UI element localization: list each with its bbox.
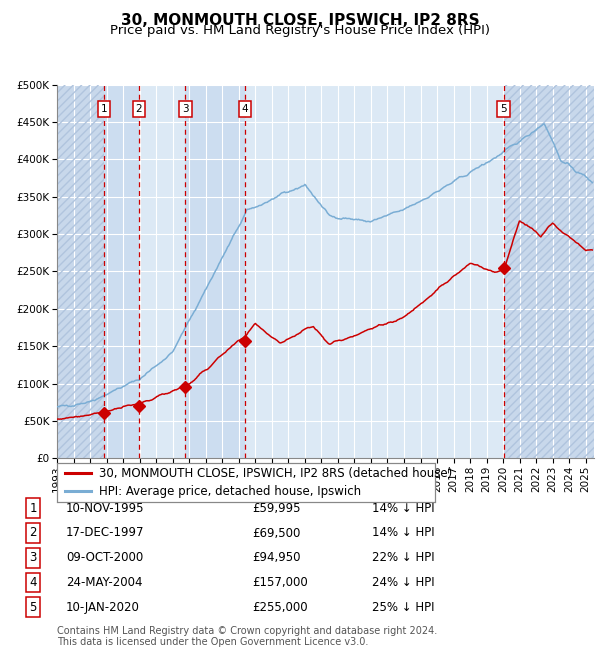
Text: 22% ↓ HPI: 22% ↓ HPI <box>372 551 434 564</box>
Text: 10-NOV-1995: 10-NOV-1995 <box>66 502 145 515</box>
Text: 3: 3 <box>29 551 37 564</box>
Text: 30, MONMOUTH CLOSE, IPSWICH, IP2 8RS (detached house): 30, MONMOUTH CLOSE, IPSWICH, IP2 8RS (de… <box>98 467 452 480</box>
Text: 3: 3 <box>182 104 188 114</box>
Text: 5: 5 <box>500 104 507 114</box>
Text: 2: 2 <box>29 526 37 539</box>
Bar <box>503 84 594 458</box>
Text: 2: 2 <box>136 104 142 114</box>
Text: 25% ↓ HPI: 25% ↓ HPI <box>372 601 434 614</box>
Text: 24-MAY-2004: 24-MAY-2004 <box>66 576 143 589</box>
Text: HPI: Average price, detached house, Ipswich: HPI: Average price, detached house, Ipsw… <box>98 485 361 498</box>
Bar <box>57 84 104 458</box>
Text: 14% ↓ HPI: 14% ↓ HPI <box>372 526 434 539</box>
Text: £157,000: £157,000 <box>252 576 308 589</box>
Text: 4: 4 <box>29 576 37 589</box>
Bar <box>185 84 245 458</box>
Bar <box>139 84 185 458</box>
Text: 10-JAN-2020: 10-JAN-2020 <box>66 601 140 614</box>
Text: 5: 5 <box>29 601 37 614</box>
Bar <box>57 84 104 458</box>
Text: £255,000: £255,000 <box>252 601 308 614</box>
Text: 30, MONMOUTH CLOSE, IPSWICH, IP2 8RS: 30, MONMOUTH CLOSE, IPSWICH, IP2 8RS <box>121 13 479 28</box>
Text: £94,950: £94,950 <box>252 551 301 564</box>
Text: 09-OCT-2000: 09-OCT-2000 <box>66 551 143 564</box>
Bar <box>503 84 594 458</box>
Bar <box>245 84 503 458</box>
Text: 24% ↓ HPI: 24% ↓ HPI <box>372 576 434 589</box>
Text: Price paid vs. HM Land Registry's House Price Index (HPI): Price paid vs. HM Land Registry's House … <box>110 24 490 37</box>
Text: 1: 1 <box>101 104 107 114</box>
Text: £59,995: £59,995 <box>252 502 301 515</box>
Bar <box>104 84 139 458</box>
Text: 1: 1 <box>29 502 37 515</box>
Text: 17-DEC-1997: 17-DEC-1997 <box>66 526 145 539</box>
Text: Contains HM Land Registry data © Crown copyright and database right 2024.
This d: Contains HM Land Registry data © Crown c… <box>57 626 437 647</box>
Text: 4: 4 <box>242 104 248 114</box>
Text: £69,500: £69,500 <box>252 526 301 539</box>
Text: 14% ↓ HPI: 14% ↓ HPI <box>372 502 434 515</box>
